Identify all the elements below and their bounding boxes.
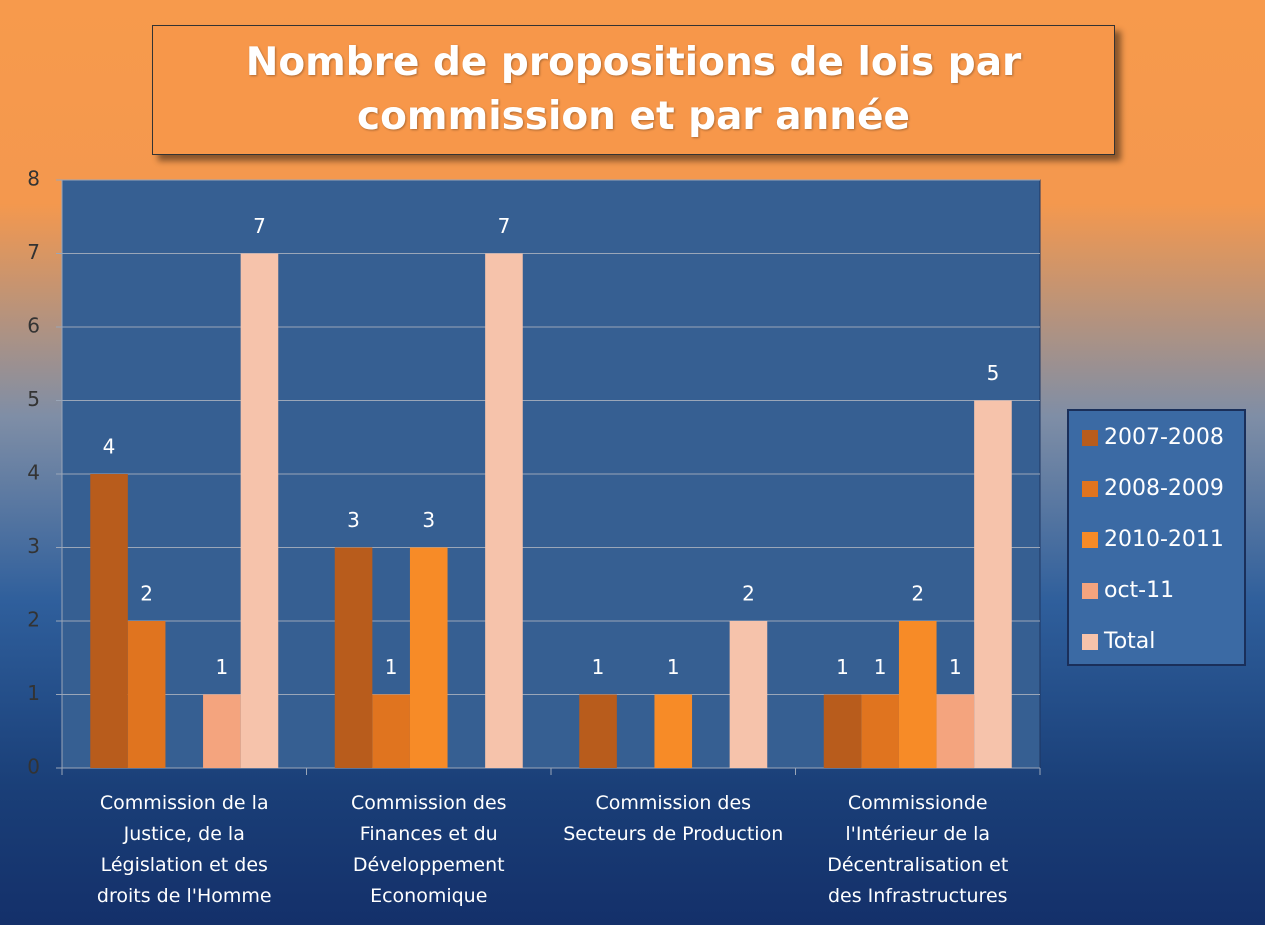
data-label: 4: [103, 435, 116, 459]
data-label: 1: [385, 655, 398, 679]
legend-label: Total: [1103, 629, 1155, 654]
data-label: 1: [874, 655, 887, 679]
y-tick-label: 5: [27, 387, 40, 411]
legend-swatch: [1082, 430, 1098, 446]
bar: [654, 694, 693, 768]
data-label: 2: [742, 582, 755, 606]
legend-swatch: [1082, 532, 1098, 548]
bar: [729, 621, 768, 768]
y-tick-label: 3: [27, 534, 40, 558]
y-tick-label: 1: [27, 681, 40, 705]
x-tick-label: Commission de la Justice, de la Législat…: [96, 792, 272, 907]
y-tick-label: 8: [27, 167, 40, 191]
legend-swatch: [1082, 583, 1098, 599]
data-label: 1: [215, 655, 228, 679]
chart-title: Nombre de propositions de lois par commi…: [152, 25, 1115, 155]
y-tick-label: 0: [27, 755, 40, 779]
data-label: 2: [140, 582, 153, 606]
x-tick-label: Commissionde l'Intérieur de la Décentral…: [827, 792, 1009, 907]
bar: [409, 547, 448, 768]
legend-label: 2007-2008: [1104, 425, 1224, 450]
y-tick-label: 7: [27, 240, 40, 264]
bar: [372, 694, 410, 768]
legend-label: 2010-2011: [1104, 527, 1224, 552]
legend-label: 2008-2009: [1104, 476, 1224, 501]
y-tick-label: 2: [27, 608, 40, 632]
bar: [127, 621, 166, 768]
bar: [203, 694, 241, 768]
x-tick-label: Commission des Finances et du Développem…: [350, 792, 507, 907]
legend-swatch: [1082, 481, 1098, 497]
bar: [240, 253, 279, 768]
y-tick-label: 6: [27, 314, 40, 338]
bar: [334, 547, 373, 768]
data-label: 7: [253, 214, 266, 238]
y-tick-label: 4: [27, 461, 40, 485]
x-tick-label: Commission des Secteurs de Production: [563, 792, 784, 845]
bar: [936, 694, 975, 768]
bar: [974, 400, 1012, 768]
bar: [861, 694, 899, 768]
bar: [898, 621, 937, 768]
legend-label: oct-11: [1104, 578, 1174, 603]
data-label: 1: [836, 655, 849, 679]
legend-swatch: [1082, 634, 1098, 650]
data-label: 3: [347, 508, 360, 532]
data-label: 1: [592, 655, 605, 679]
data-label: 5: [987, 361, 1000, 385]
data-label: 7: [498, 214, 511, 238]
bar: [485, 253, 523, 768]
data-label: 2: [911, 582, 924, 606]
bar: [579, 694, 617, 768]
data-label: 3: [422, 508, 435, 532]
data-label: 1: [667, 655, 680, 679]
bar: [90, 474, 128, 768]
data-label: 1: [949, 655, 962, 679]
bar: [823, 694, 862, 768]
